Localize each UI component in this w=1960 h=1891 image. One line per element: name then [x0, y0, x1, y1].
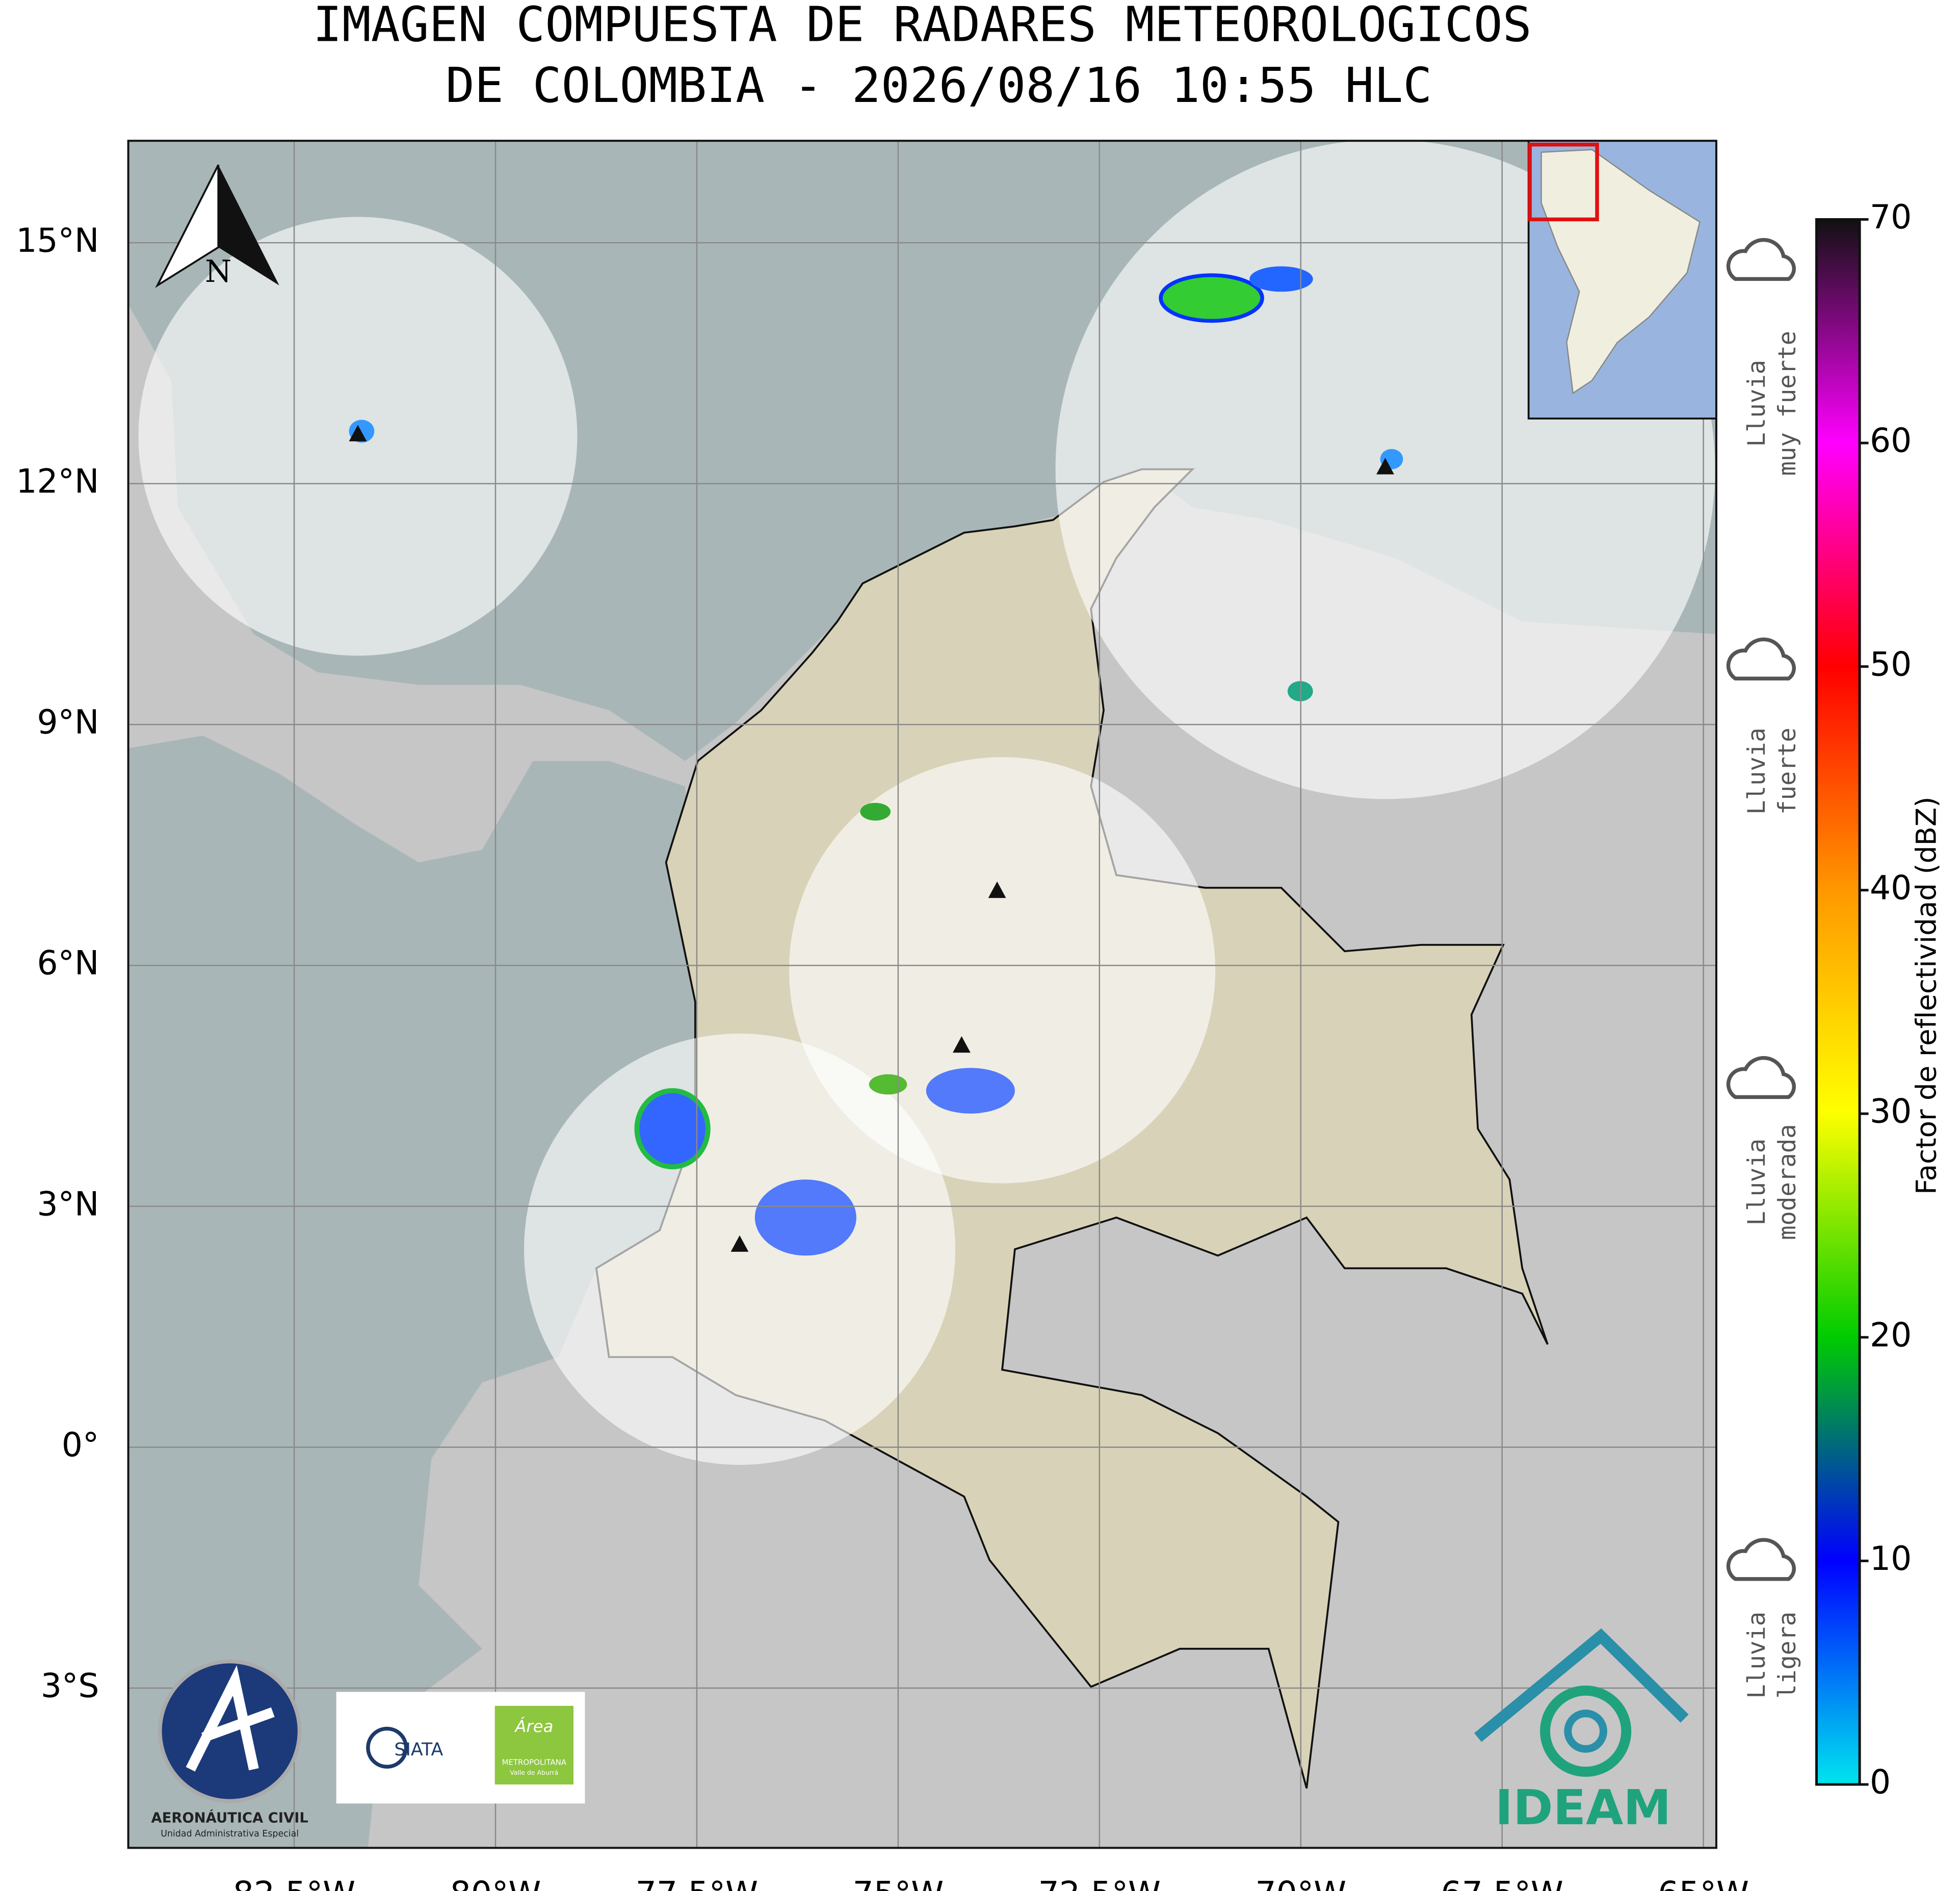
y-tick-label: 6°N — [37, 944, 99, 983]
title-line: IMAGEN COMPUESTA DE RADARES METEOROLOGIC… — [313, 0, 1532, 53]
x-tick-label: 77.5°W — [636, 1875, 758, 1891]
x-tick-label: 67.5°W — [1441, 1875, 1563, 1891]
rain-label: ligera — [1773, 1612, 1801, 1699]
pacific-ocean — [128, 736, 695, 1848]
x-tick-label: 75°W — [853, 1875, 944, 1891]
y-tick-label: 3°S — [41, 1667, 99, 1705]
colorbar-tick-label: 30 — [1870, 1093, 1912, 1131]
logo-text: SIATA — [394, 1740, 443, 1760]
colorbar-label: Factor de reflectividad (dBZ) — [1910, 797, 1943, 1195]
x-tick-label: 80°W — [450, 1875, 541, 1891]
rain-icon — [1726, 1056, 1796, 1099]
colorbar-tick-label: 50 — [1870, 645, 1912, 684]
rain-label: Lluvia — [1743, 1612, 1771, 1699]
logo-text: Unidad Administrativa Especial — [161, 1829, 299, 1839]
logo-text: METROPOLITANA — [502, 1758, 567, 1767]
logo-text: Valle de Aburrá — [510, 1769, 558, 1776]
rain-label: Lluvia — [1743, 727, 1771, 815]
graticule — [128, 141, 1716, 1848]
aerocivil-logo: AERONÁUTICA CIVIL Unidad Administrativa … — [151, 1659, 308, 1839]
colorbar — [1815, 218, 1861, 1786]
y-tick-label: 0° — [62, 1426, 99, 1464]
x-tick-label: 82.5°W — [233, 1875, 355, 1891]
inset-map — [1527, 141, 1716, 419]
rain-label: fuerte — [1773, 727, 1801, 815]
logo-text: Área — [514, 1717, 553, 1736]
rain-icon — [1726, 637, 1796, 680]
rain-label: muy fuerte — [1773, 331, 1801, 476]
radar-sites — [349, 425, 1394, 1252]
rain-icon — [1726, 1538, 1796, 1581]
map: N AERONÁUTICA CIVIL Unidad Administrativ… — [128, 141, 1716, 1848]
title-line: DE COLOMBIA - 2026/08/16 10:55 HLC — [446, 58, 1432, 114]
y-tick-label: 9°N — [37, 703, 99, 742]
x-tick-label: 65°W — [1658, 1875, 1749, 1891]
colorbar-tick-label: 70 — [1870, 198, 1912, 237]
y-tick-label: 15°N — [16, 222, 99, 260]
rain-label: Lluvia — [1743, 1139, 1771, 1226]
y-tick-label: 12°N — [16, 462, 99, 501]
north-label: N — [205, 254, 231, 290]
logo-text: IDEAM — [1495, 1780, 1671, 1836]
map-frame — [127, 140, 1717, 1849]
x-tick-label: 72.5°W — [1038, 1875, 1161, 1891]
x-tick-label: 70°W — [1255, 1875, 1346, 1891]
rain-label: Lluvia — [1743, 360, 1771, 447]
rain-label: moderada — [1773, 1124, 1801, 1240]
rain-icon — [1726, 238, 1796, 281]
y-tick-label: 3°N — [37, 1185, 99, 1223]
colorbar-tick-label: 10 — [1870, 1540, 1912, 1578]
colorbar-tick-label: 20 — [1870, 1316, 1912, 1354]
colorbar-tick-label: 40 — [1870, 869, 1912, 907]
echoes — [349, 266, 1403, 1256]
siata-area-logo: SIATA Área METROPOLITANA Valle de Aburrá — [336, 1692, 585, 1804]
colorbar-tick-label: 0 — [1870, 1764, 1891, 1802]
logo-text: AERONÁUTICA CIVIL — [151, 1810, 308, 1826]
colorbar-tick-label: 60 — [1870, 422, 1912, 460]
ideam-logo: IDEAM — [1474, 1628, 1689, 1836]
